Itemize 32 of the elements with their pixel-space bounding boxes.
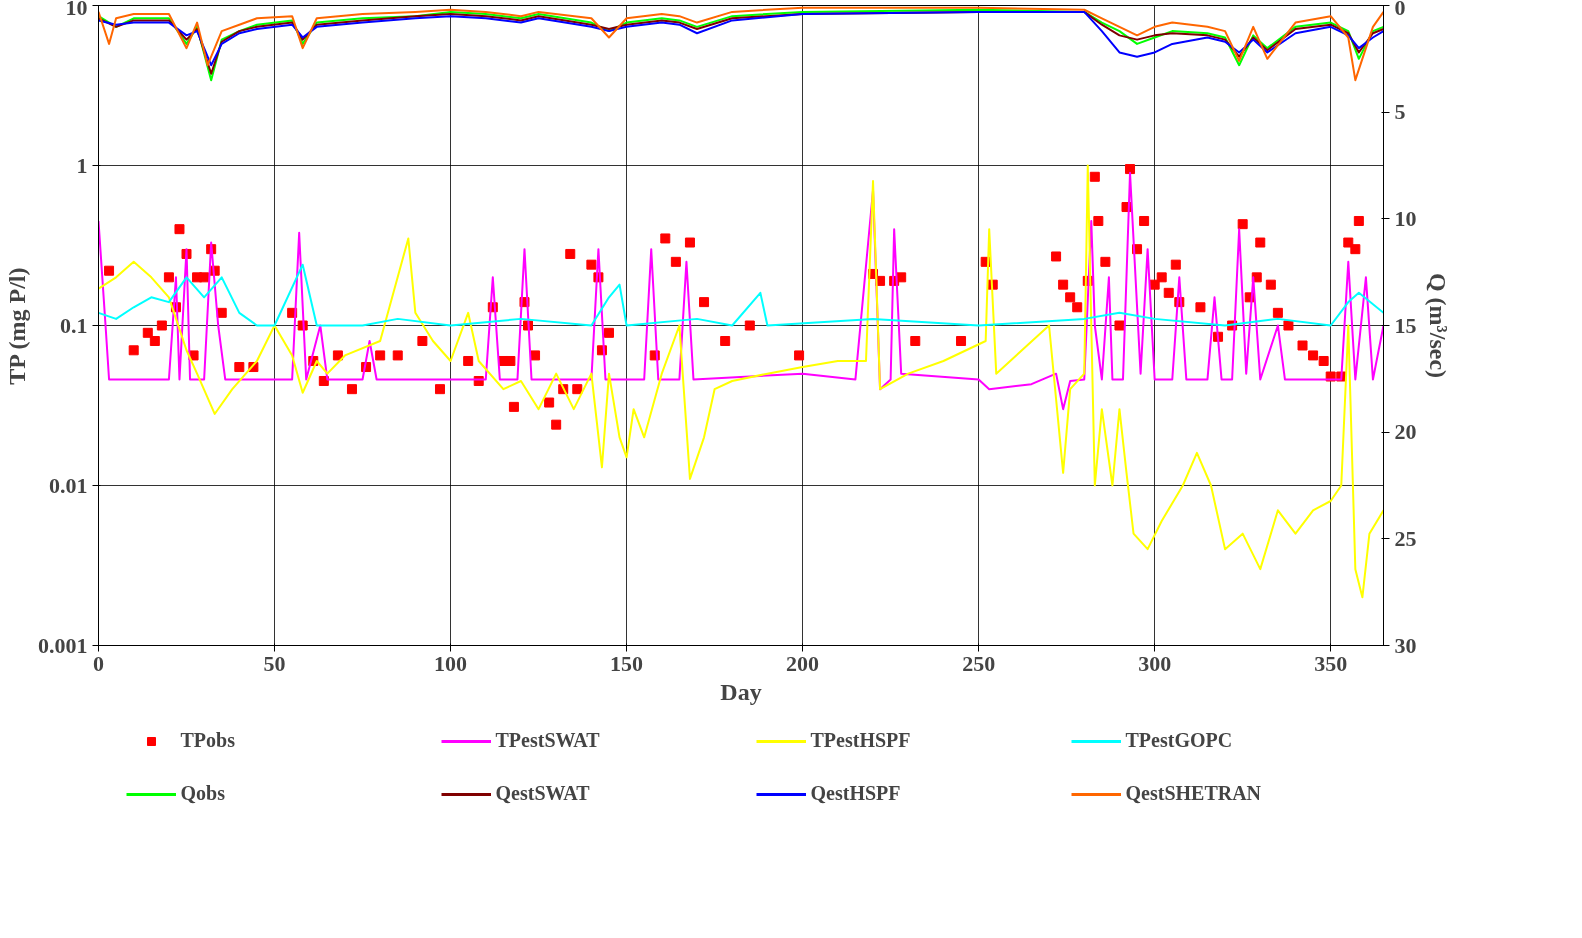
x-tick-label: 50 [263,650,286,676]
y-axis-title: TP (mg P/l) [4,267,30,385]
legend-label: TPestSWAT [495,729,601,752]
y2-tick-label: 0 [1394,0,1406,20]
x-tick-label: 350 [1314,650,1348,676]
legend-label: QestHSPF [810,782,902,805]
y2-tick-label: 10 [1394,205,1417,231]
legend-label: TPestHSPF [810,729,912,752]
y-tick-label: 0.1 [60,312,88,338]
y2-tick-label: 25 [1394,525,1417,551]
legend-label: TPestGOPC [1125,729,1234,752]
legend-label: QestSWAT [495,782,591,805]
x-tick-label: 100 [434,650,468,676]
x-tick-label: 200 [786,650,820,676]
y2-tick-label: 20 [1394,419,1417,445]
y-tick-label: 0.01 [49,472,88,498]
y2-tick-label: 15 [1394,312,1417,338]
x-axis-title: Day [720,678,762,705]
y2-tick-label: 30 [1394,632,1417,658]
x-tick-label: 250 [962,650,996,676]
y2-tick-label: 5 [1394,99,1406,125]
y-tick-label: 0.001 [38,632,88,658]
legend-label: Qobs [180,782,226,805]
legend-label: QestSHETRAN [1125,782,1263,805]
y-tick-label: 1 [76,152,88,178]
line-series [98,164,1384,599]
x-tick-label: 150 [610,650,644,676]
x-tick-label: 300 [1138,650,1172,676]
y-tick-label: 10 [65,0,88,20]
y2-axis-title: Q (m³/sec) [1424,272,1451,379]
x-tick-label: 0 [93,650,104,676]
legend-label: TPobs [180,729,236,752]
